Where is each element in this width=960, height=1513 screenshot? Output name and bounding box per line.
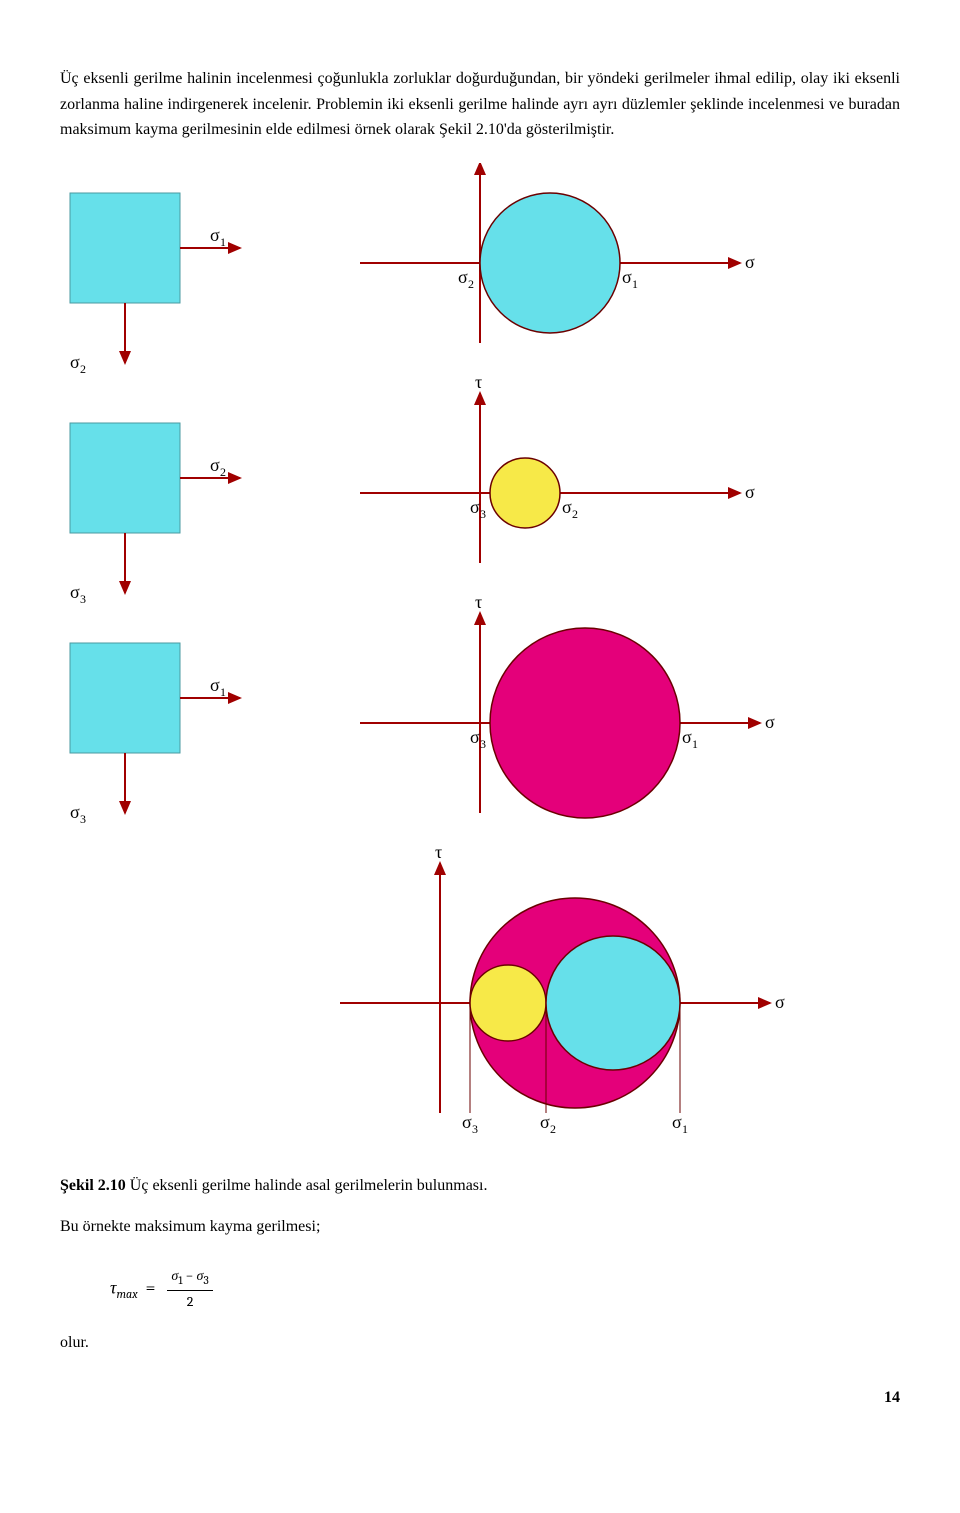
svg-text:3: 3 — [480, 737, 486, 751]
svg-text:3: 3 — [80, 592, 86, 606]
svg-text:1: 1 — [692, 737, 698, 751]
svg-text:2: 2 — [468, 277, 474, 291]
paragraph-1: Üç eksenli gerilme halinin incelenmesi ç… — [60, 66, 900, 143]
svg-text:3: 3 — [472, 1122, 478, 1136]
svg-text:σ: σ — [745, 482, 755, 503]
figure-caption: Şekil 2.10 Üç eksenli gerilme halinde as… — [60, 1173, 900, 1199]
svg-text:σ: σ — [462, 1112, 472, 1133]
svg-text:σ: σ — [210, 455, 220, 476]
svg-text:1: 1 — [632, 277, 638, 291]
figure-caption-text: Üç eksenli gerilme halinde asal gerilmel… — [126, 1177, 488, 1194]
formula-trailing: olur. — [60, 1330, 900, 1356]
svg-text:2: 2 — [550, 1122, 556, 1136]
svg-text:3: 3 — [80, 812, 86, 826]
svg-text:2: 2 — [572, 507, 578, 521]
paragraph-2: Bu örnekte maksimum kayma gerilmesi; — [60, 1214, 900, 1240]
svg-text:σ: σ — [458, 267, 468, 288]
svg-text:τ: τ — [475, 592, 482, 613]
figure-caption-bold: Şekil 2.10 — [60, 1177, 126, 1194]
svg-text:σ: σ — [672, 1112, 682, 1133]
svg-text:σ: σ — [775, 992, 785, 1013]
formula-tau-max: τmax = σ1 − σ3 2 — [110, 1265, 900, 1314]
svg-text:3: 3 — [480, 507, 486, 521]
svg-text:σ: σ — [470, 727, 480, 748]
svg-text:σ: σ — [745, 252, 755, 273]
svg-text:2: 2 — [80, 362, 86, 376]
svg-text:σ: σ — [210, 225, 220, 246]
svg-text:σ: σ — [622, 267, 632, 288]
svg-text:σ: σ — [470, 497, 480, 518]
svg-text:σ: σ — [562, 497, 572, 518]
svg-text:σ: σ — [540, 1112, 550, 1133]
figure-2-10: σ1 σ2 τ σ σ2 σ1 σ2 σ3 τ σ σ3 σ2 — [60, 163, 900, 1143]
page-number: 14 — [60, 1385, 900, 1411]
svg-text:σ: σ — [765, 712, 775, 733]
svg-text:2: 2 — [220, 465, 226, 479]
svg-text:1: 1 — [220, 685, 226, 699]
svg-text:1: 1 — [220, 235, 226, 249]
svg-text:τ: τ — [435, 842, 442, 863]
svg-text:σ: σ — [70, 352, 80, 373]
svg-text:σ: σ — [70, 582, 80, 603]
svg-text:τ: τ — [475, 372, 482, 393]
svg-text:σ: σ — [70, 802, 80, 823]
svg-text:σ: σ — [682, 727, 692, 748]
svg-text:1: 1 — [682, 1122, 688, 1136]
svg-text:σ: σ — [210, 675, 220, 696]
